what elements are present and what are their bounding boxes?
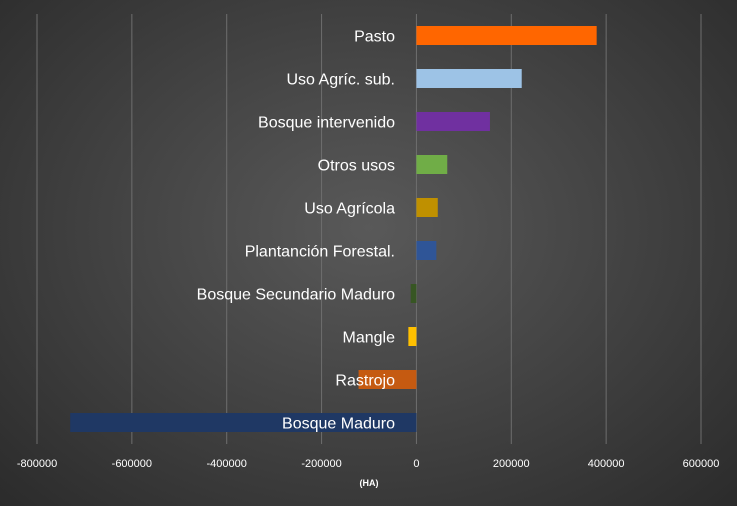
category-label: Mangle (343, 330, 396, 347)
category-label: Bosque Secundario Maduro (197, 287, 395, 304)
tick-label: 200000 (493, 458, 530, 470)
tick-label: 0 (413, 458, 419, 470)
bar (410, 284, 417, 303)
tick-label: -600000 (112, 458, 152, 470)
category-label: Bosque intervenido (258, 115, 395, 132)
x-axis-title: (HA) (360, 478, 379, 488)
bar (416, 155, 448, 174)
bars (70, 26, 597, 432)
category-label: Rastrojo (335, 373, 395, 390)
tick-label: -200000 (301, 458, 341, 470)
bar (358, 370, 417, 389)
bar (416, 69, 522, 88)
tick-label: -400000 (207, 458, 247, 470)
bar (416, 26, 597, 45)
category-label: Bosque Maduro (282, 416, 395, 433)
bar (416, 112, 490, 131)
x-axis-ticks: -800000 -600000 -400000 -200000 0 200000 40000… (17, 458, 720, 470)
bar (416, 198, 438, 217)
category-label: Uso Agríc. sub. (287, 72, 396, 89)
tick-label: -800000 (17, 458, 57, 470)
category-label: Pasto (354, 29, 395, 46)
category-label: Uso Agrícola (304, 201, 395, 218)
tick-label: 400000 (588, 458, 625, 470)
tick-label: 600000 (683, 458, 720, 470)
category-label: Plantanción Forestal. (245, 244, 395, 261)
category-labels: Pasto Uso Agríc. sub. Bosque intervenido Ot… (197, 29, 395, 433)
category-label: Otros usos (318, 158, 395, 175)
bar (408, 327, 417, 346)
bar (416, 241, 437, 260)
bar (70, 413, 417, 432)
